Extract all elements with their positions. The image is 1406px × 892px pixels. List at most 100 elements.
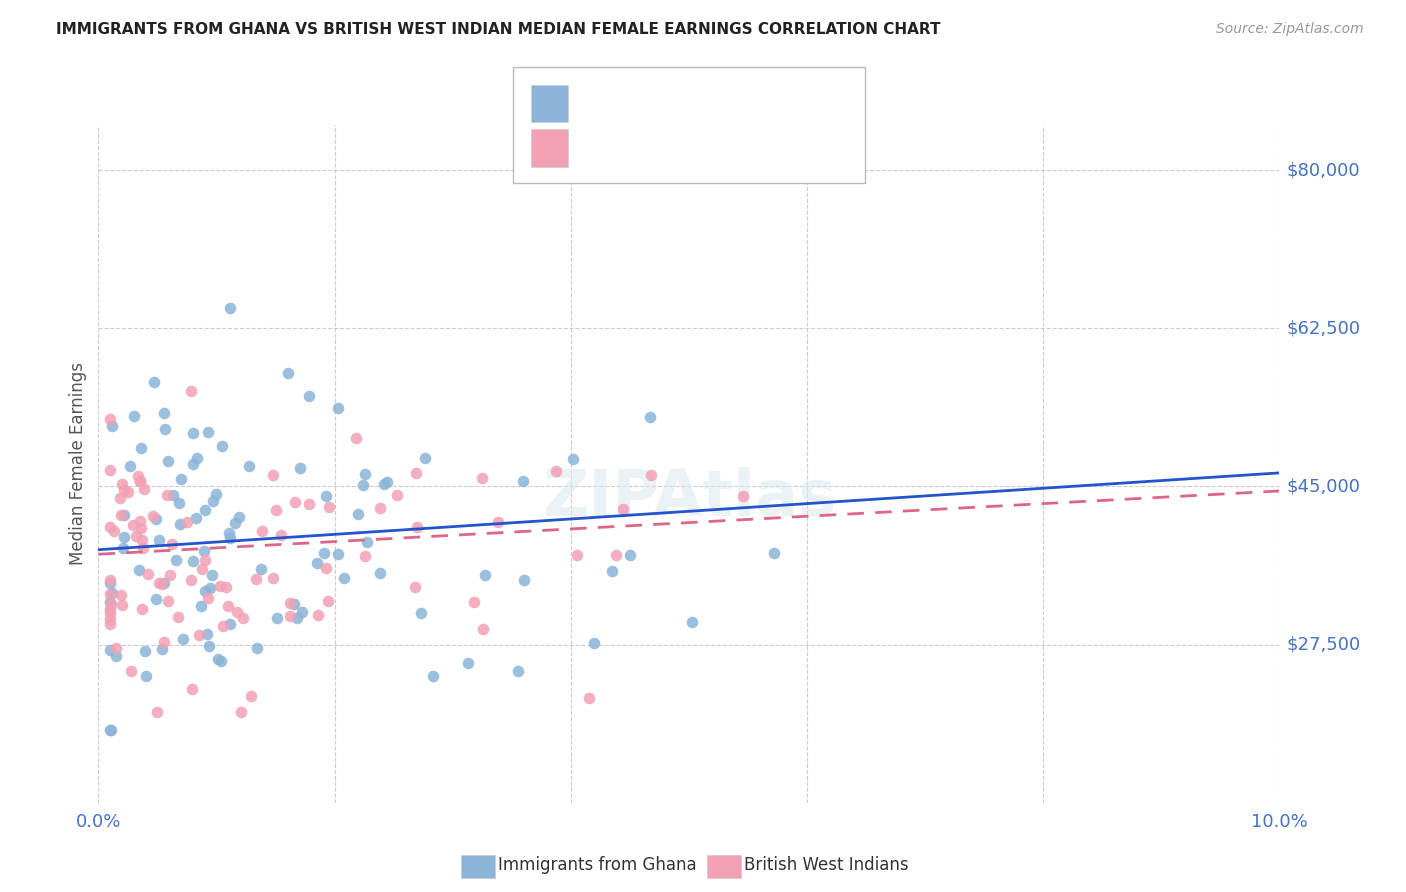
Point — [180, 573, 202, 587]
Text: $62,500: $62,500 — [1286, 319, 1361, 337]
Point — [315, 561, 337, 575]
Point — [218, 525, 240, 540]
Point — [250, 562, 273, 576]
Point — [145, 591, 167, 606]
Point — [238, 458, 260, 473]
Point — [602, 564, 624, 578]
Text: R =: R = — [576, 139, 616, 157]
Point — [98, 520, 121, 534]
Text: 0.120: 0.120 — [605, 139, 661, 157]
Point — [307, 556, 329, 570]
Point — [619, 548, 641, 562]
Point — [197, 591, 219, 606]
Point — [132, 482, 155, 496]
Text: $45,000: $45,000 — [1286, 477, 1361, 495]
Point — [413, 451, 436, 466]
Point — [197, 425, 219, 439]
Point — [354, 549, 377, 563]
Point — [194, 503, 217, 517]
Point — [605, 549, 627, 563]
Point — [288, 461, 311, 475]
Point — [472, 623, 495, 637]
Point — [278, 608, 301, 623]
Point — [157, 594, 180, 608]
Text: $80,000: $80,000 — [1286, 161, 1360, 179]
Point — [368, 500, 391, 515]
Point — [132, 541, 155, 555]
Point — [172, 632, 194, 647]
Point — [131, 520, 153, 534]
Point — [150, 577, 173, 591]
Point — [202, 494, 225, 508]
Point — [298, 498, 321, 512]
Point — [219, 301, 242, 315]
Point — [612, 501, 634, 516]
Text: Source: ZipAtlas.com: Source: ZipAtlas.com — [1216, 22, 1364, 37]
Point — [409, 606, 432, 620]
Point — [422, 669, 444, 683]
Point — [186, 451, 208, 466]
Point — [114, 529, 136, 543]
Point — [148, 575, 170, 590]
Point — [228, 509, 250, 524]
Text: ZIPAtlas: ZIPAtlas — [541, 467, 837, 529]
Point — [217, 599, 239, 613]
Point — [181, 457, 204, 471]
Point — [112, 508, 135, 523]
Point — [111, 598, 134, 612]
Point — [486, 515, 509, 529]
Point — [266, 503, 288, 517]
Point — [506, 664, 529, 678]
Point — [153, 422, 176, 436]
Point — [307, 608, 329, 623]
Point — [131, 602, 153, 616]
Point — [150, 642, 173, 657]
Point — [180, 384, 202, 399]
Point — [156, 454, 179, 468]
Point — [197, 640, 219, 654]
Point — [352, 477, 374, 491]
Point — [98, 412, 121, 426]
Point — [405, 467, 427, 481]
Text: N =: N = — [675, 95, 714, 112]
Point — [194, 584, 217, 599]
Point — [205, 487, 228, 501]
Point — [207, 652, 229, 666]
Point — [283, 597, 305, 611]
Point — [763, 546, 786, 560]
Point — [198, 581, 221, 595]
Point — [218, 616, 240, 631]
Point — [98, 602, 121, 616]
Point — [160, 537, 183, 551]
Point — [344, 431, 367, 445]
Point — [187, 628, 209, 642]
Point — [103, 524, 125, 538]
Point — [471, 471, 494, 485]
Point — [193, 553, 215, 567]
Point — [112, 541, 135, 555]
Point — [165, 553, 187, 567]
Point — [375, 475, 398, 490]
Point — [474, 567, 496, 582]
Point — [318, 500, 340, 514]
Point — [232, 611, 254, 625]
Point — [131, 533, 153, 547]
Point — [583, 636, 606, 650]
Point — [142, 508, 165, 523]
Point — [100, 597, 122, 611]
Point — [128, 475, 150, 489]
Point — [298, 389, 321, 403]
Point — [111, 477, 134, 491]
Point — [167, 609, 190, 624]
Point — [578, 690, 600, 705]
Point — [148, 533, 170, 548]
Point — [120, 458, 142, 473]
Point — [112, 483, 135, 497]
Point — [98, 616, 121, 631]
Point — [326, 547, 349, 561]
Text: 0.144: 0.144 — [605, 95, 661, 112]
Point — [209, 654, 232, 668]
Point — [270, 527, 292, 541]
Point — [512, 474, 534, 488]
Text: British West Indians: British West Indians — [744, 856, 908, 874]
